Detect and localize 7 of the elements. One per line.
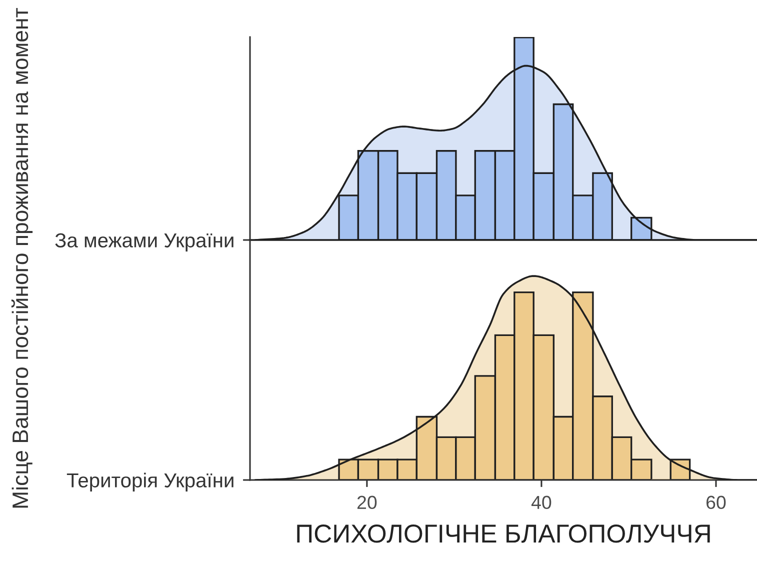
x-tick-label: 40: [531, 496, 552, 510]
x-axis-title: ПСИХОЛОГІЧНЕ БЛАГОПОЛУЧЧЯ: [297, 524, 710, 543]
y-axis-title: Місце Вашого постійного проживання на момент: [11, 8, 33, 508]
text: За межами України: [55, 233, 234, 252]
x-tick-label: 60: [706, 496, 726, 510]
text: Територія України: [66, 472, 234, 492]
x-tick-label: 20: [357, 496, 377, 510]
